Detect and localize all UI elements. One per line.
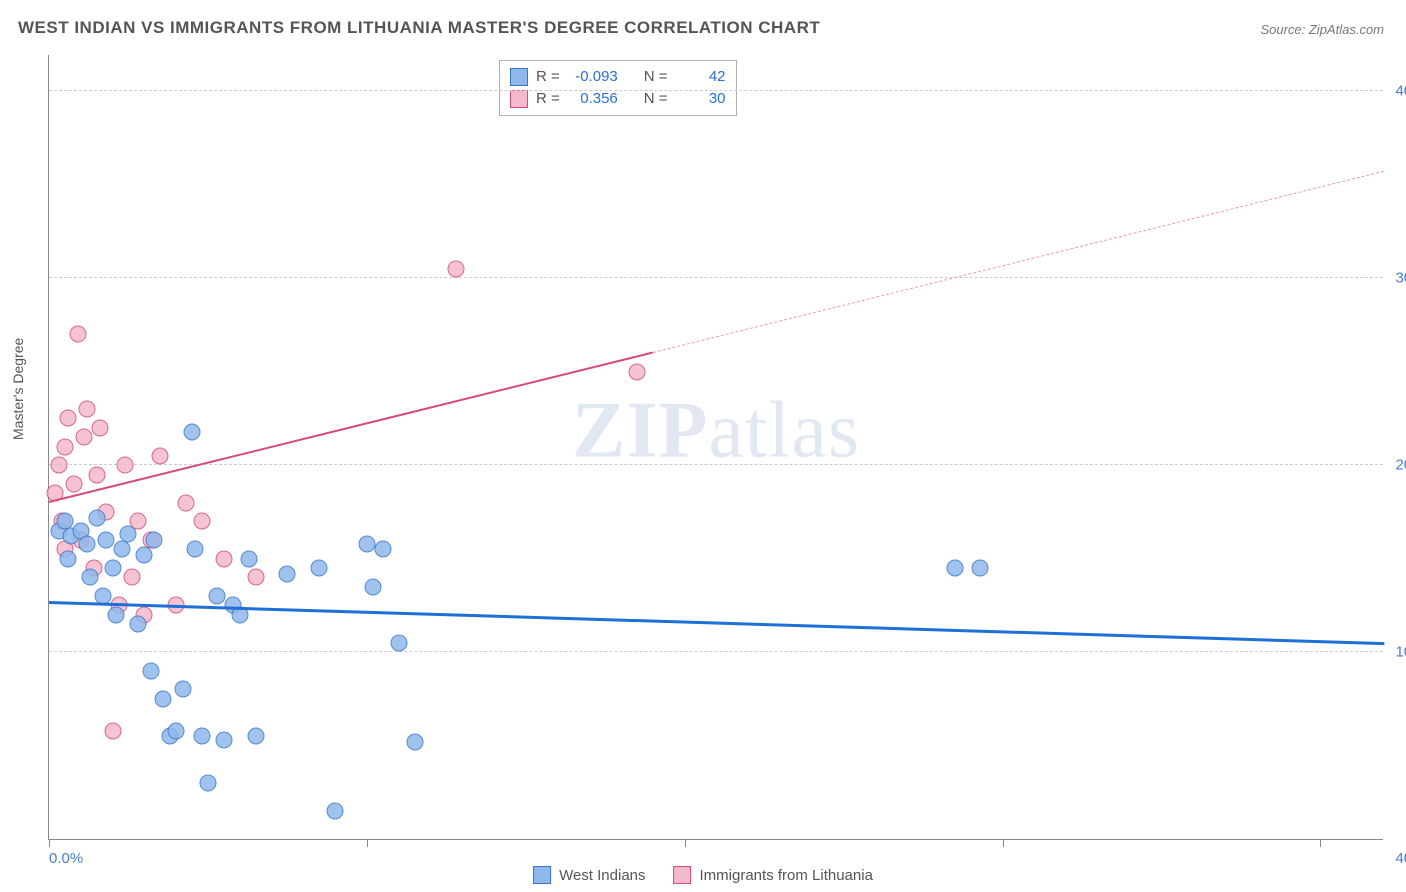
data-point-blue [193, 728, 210, 745]
y-tick-label: 40.0% [1395, 83, 1406, 100]
data-point-blue [311, 560, 328, 577]
stats-row-blue: R = -0.093 N = 42 [510, 66, 726, 88]
data-point-blue [130, 616, 147, 633]
source-attribution: Source: ZipAtlas.com [1260, 22, 1384, 37]
data-point-blue [247, 728, 264, 745]
data-point-blue [374, 541, 391, 558]
x-tick [367, 839, 368, 847]
data-point-blue [79, 535, 96, 552]
gridline-h [49, 651, 1383, 652]
data-point-blue [406, 733, 423, 750]
data-point-pink [88, 466, 105, 483]
x-tick-label: 40.0% [1395, 850, 1406, 867]
swatch-blue [510, 68, 528, 86]
data-point-blue [120, 526, 137, 543]
data-point-blue [946, 560, 963, 577]
data-point-pink [123, 569, 140, 586]
gridline-h [49, 464, 1383, 465]
data-point-pink [60, 410, 77, 427]
watermark: ZIPatlas [572, 386, 860, 477]
scatter-plot-area: ZIPatlas R = -0.093 N = 42 R = 0.356 N =… [48, 55, 1383, 840]
data-point-pink [50, 457, 67, 474]
data-point-blue [209, 588, 226, 605]
watermark-bold: ZIP [572, 387, 708, 475]
x-tick [49, 839, 50, 847]
data-point-pink [629, 363, 646, 380]
y-tick-label: 10.0% [1395, 644, 1406, 661]
data-point-blue [88, 509, 105, 526]
y-tick-label: 20.0% [1395, 457, 1406, 474]
x-tick [1320, 839, 1321, 847]
r-value-blue: -0.093 [568, 66, 618, 88]
y-tick-label: 30.0% [1395, 270, 1406, 287]
gridline-h [49, 90, 1383, 91]
swatch-pink [674, 866, 692, 884]
data-point-pink [104, 722, 121, 739]
r-label: R = [536, 66, 560, 88]
data-point-blue [184, 423, 201, 440]
data-point-blue [174, 681, 191, 698]
trend-line [49, 351, 653, 502]
y-axis-title: Master's Degree [10, 338, 26, 440]
data-point-blue [390, 634, 407, 651]
gridline-h [49, 277, 1383, 278]
legend-item-pink: Immigrants from Lithuania [674, 866, 873, 884]
legend-label-blue: West Indians [559, 867, 645, 884]
x-tick-label: 0.0% [49, 850, 83, 867]
data-point-pink [447, 260, 464, 277]
data-point-blue [104, 560, 121, 577]
data-point-pink [79, 401, 96, 418]
data-point-blue [145, 531, 162, 548]
watermark-light: atlas [708, 387, 860, 475]
data-point-pink [91, 419, 108, 436]
data-point-blue [107, 606, 124, 623]
data-point-pink [69, 326, 86, 343]
data-point-blue [199, 774, 216, 791]
data-point-blue [114, 541, 131, 558]
trend-line [49, 601, 1384, 645]
data-point-pink [177, 494, 194, 511]
swatch-pink [510, 90, 528, 108]
trend-line [653, 171, 1384, 353]
data-point-blue [241, 550, 258, 567]
data-point-blue [327, 802, 344, 819]
legend-label-pink: Immigrants from Lithuania [700, 867, 873, 884]
data-point-blue [365, 578, 382, 595]
data-point-pink [215, 550, 232, 567]
legend-item-blue: West Indians [533, 866, 645, 884]
data-point-blue [168, 722, 185, 739]
data-point-blue [215, 731, 232, 748]
data-point-pink [193, 513, 210, 530]
data-point-blue [358, 535, 375, 552]
data-point-blue [972, 560, 989, 577]
x-tick [685, 839, 686, 847]
data-point-pink [66, 475, 83, 492]
data-point-pink [152, 447, 169, 464]
chart-title: WEST INDIAN VS IMMIGRANTS FROM LITHUANIA… [18, 18, 820, 38]
stats-legend-box: R = -0.093 N = 42 R = 0.356 N = 30 [499, 60, 737, 116]
n-value-blue: 42 [676, 66, 726, 88]
swatch-blue [533, 866, 551, 884]
n-label: N = [644, 66, 668, 88]
data-point-pink [56, 438, 73, 455]
data-point-blue [142, 662, 159, 679]
data-point-pink [117, 457, 134, 474]
data-point-blue [155, 690, 172, 707]
data-point-blue [98, 531, 115, 548]
data-point-blue [136, 546, 153, 563]
data-point-blue [279, 565, 296, 582]
x-tick [1003, 839, 1004, 847]
data-point-blue [82, 569, 99, 586]
bottom-legend: West Indians Immigrants from Lithuania [533, 866, 873, 884]
data-point-blue [187, 541, 204, 558]
data-point-pink [247, 569, 264, 586]
data-point-blue [60, 550, 77, 567]
data-point-pink [75, 429, 92, 446]
